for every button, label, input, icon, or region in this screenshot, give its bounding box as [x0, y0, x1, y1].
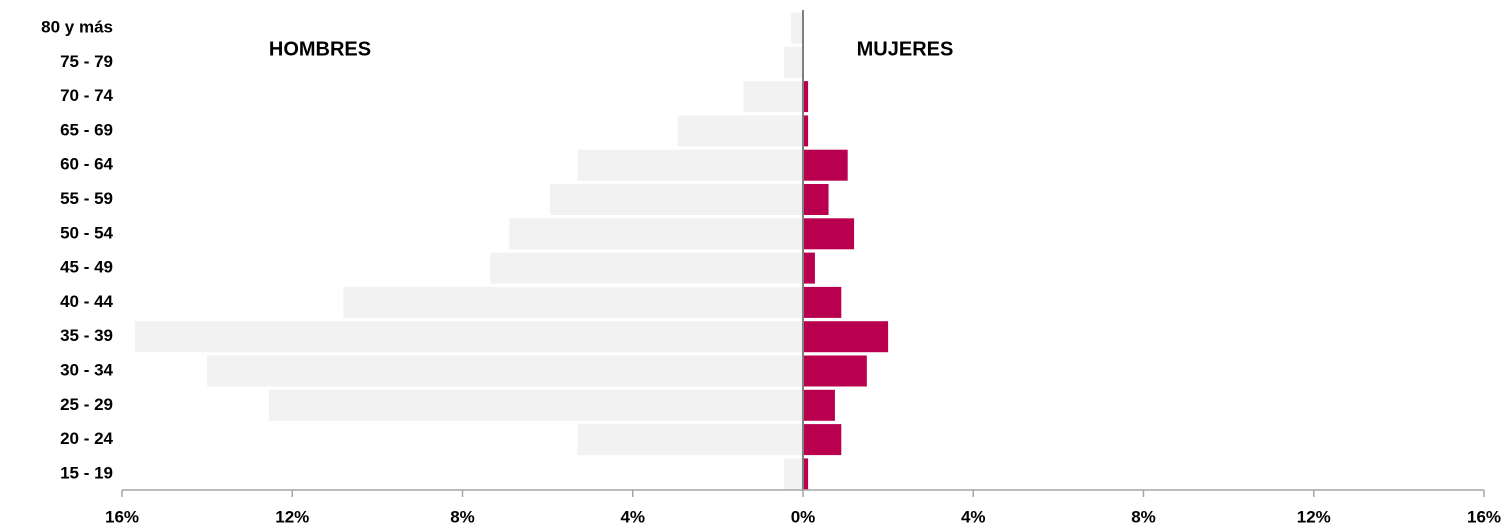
bar	[803, 184, 829, 215]
x-tick-label: 12%	[1297, 507, 1331, 526]
x-tick-label: 4%	[961, 507, 986, 526]
bar	[677, 115, 803, 147]
bar	[791, 12, 803, 44]
legend-label: HOMBRES	[269, 38, 371, 60]
y-tick-label: 55 - 59	[60, 189, 113, 208]
bar	[803, 355, 867, 387]
x-tick-label: 12%	[275, 507, 309, 526]
x-tick-label: 16%	[105, 507, 139, 526]
bar	[549, 184, 803, 215]
x-tick-label: 0%	[791, 507, 816, 526]
bar	[577, 149, 803, 181]
bar	[803, 286, 842, 318]
y-tick-label: 40 - 44	[60, 292, 113, 311]
y-tick-label: 25 - 29	[60, 395, 113, 414]
y-tick-label: 45 - 49	[60, 258, 113, 277]
x-tick-label: 4%	[620, 507, 645, 526]
bar	[803, 81, 809, 113]
bar	[803, 458, 809, 490]
legend-label: MUJERES	[857, 38, 954, 60]
y-tick-label: 75 - 79	[60, 52, 113, 71]
x-tick-label: 16%	[1467, 507, 1501, 526]
bar	[490, 252, 803, 284]
bar	[803, 424, 842, 456]
bar	[803, 389, 835, 421]
y-tick-label: 15 - 19	[60, 463, 113, 482]
x-tick-label: 8%	[1131, 507, 1156, 526]
bar	[207, 355, 803, 387]
y-tick-label: 70 - 74	[60, 86, 113, 105]
y-tick-label: 30 - 34	[60, 360, 113, 379]
y-tick-label: 50 - 54	[60, 223, 113, 242]
y-tick-label: 35 - 39	[60, 326, 113, 345]
y-tick-label: 65 - 69	[60, 120, 113, 139]
bar	[803, 321, 889, 353]
bar	[803, 252, 815, 284]
bar	[343, 286, 803, 318]
bar	[783, 458, 803, 490]
bar	[509, 218, 803, 250]
bar	[268, 389, 803, 421]
y-tick-label: 80 y más	[41, 17, 113, 36]
bar	[743, 81, 803, 113]
bar	[803, 218, 855, 250]
y-tick-label: 60 - 64	[60, 155, 113, 174]
bar	[783, 46, 803, 78]
y-tick-label: 20 - 24	[60, 429, 113, 448]
bar	[134, 321, 804, 353]
bar	[577, 424, 803, 456]
x-tick-label: 8%	[450, 507, 475, 526]
bar	[803, 149, 848, 181]
bar	[803, 115, 809, 147]
